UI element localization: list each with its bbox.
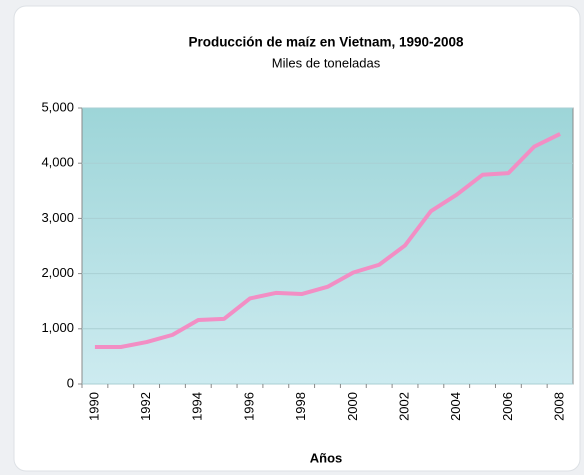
x-tick-label: 1998 — [293, 392, 308, 421]
x-tick-label: 1990 — [86, 392, 101, 421]
y-tick-label: 0 — [67, 375, 74, 390]
chart-subtitle: Miles de toneladas — [272, 55, 381, 70]
x-tick-label: 2002 — [396, 392, 411, 421]
x-tick-label: 2006 — [500, 392, 515, 421]
data-line — [94, 132, 561, 350]
plot-area — [81, 107, 574, 385]
y-tick-label: 1,000 — [41, 320, 74, 335]
x-tick-label: 2004 — [448, 392, 463, 421]
chart-title: Producción de maíz en Vietnam, 1990-2008 — [188, 35, 464, 50]
y-tick-label: 3,000 — [41, 210, 74, 225]
x-tick-label: 1994 — [190, 392, 205, 421]
y-tick-label: 4,000 — [41, 155, 74, 170]
y-tick-label: 2,000 — [41, 265, 74, 280]
x-tick-label: 1996 — [241, 392, 256, 421]
y-tick-label: 5,000 — [41, 99, 74, 114]
x-axis-title: Años — [310, 450, 343, 465]
x-tick-label: 2008 — [552, 392, 567, 421]
x-tick-label: 1992 — [138, 392, 153, 421]
x-tick-label: 2000 — [345, 392, 360, 421]
